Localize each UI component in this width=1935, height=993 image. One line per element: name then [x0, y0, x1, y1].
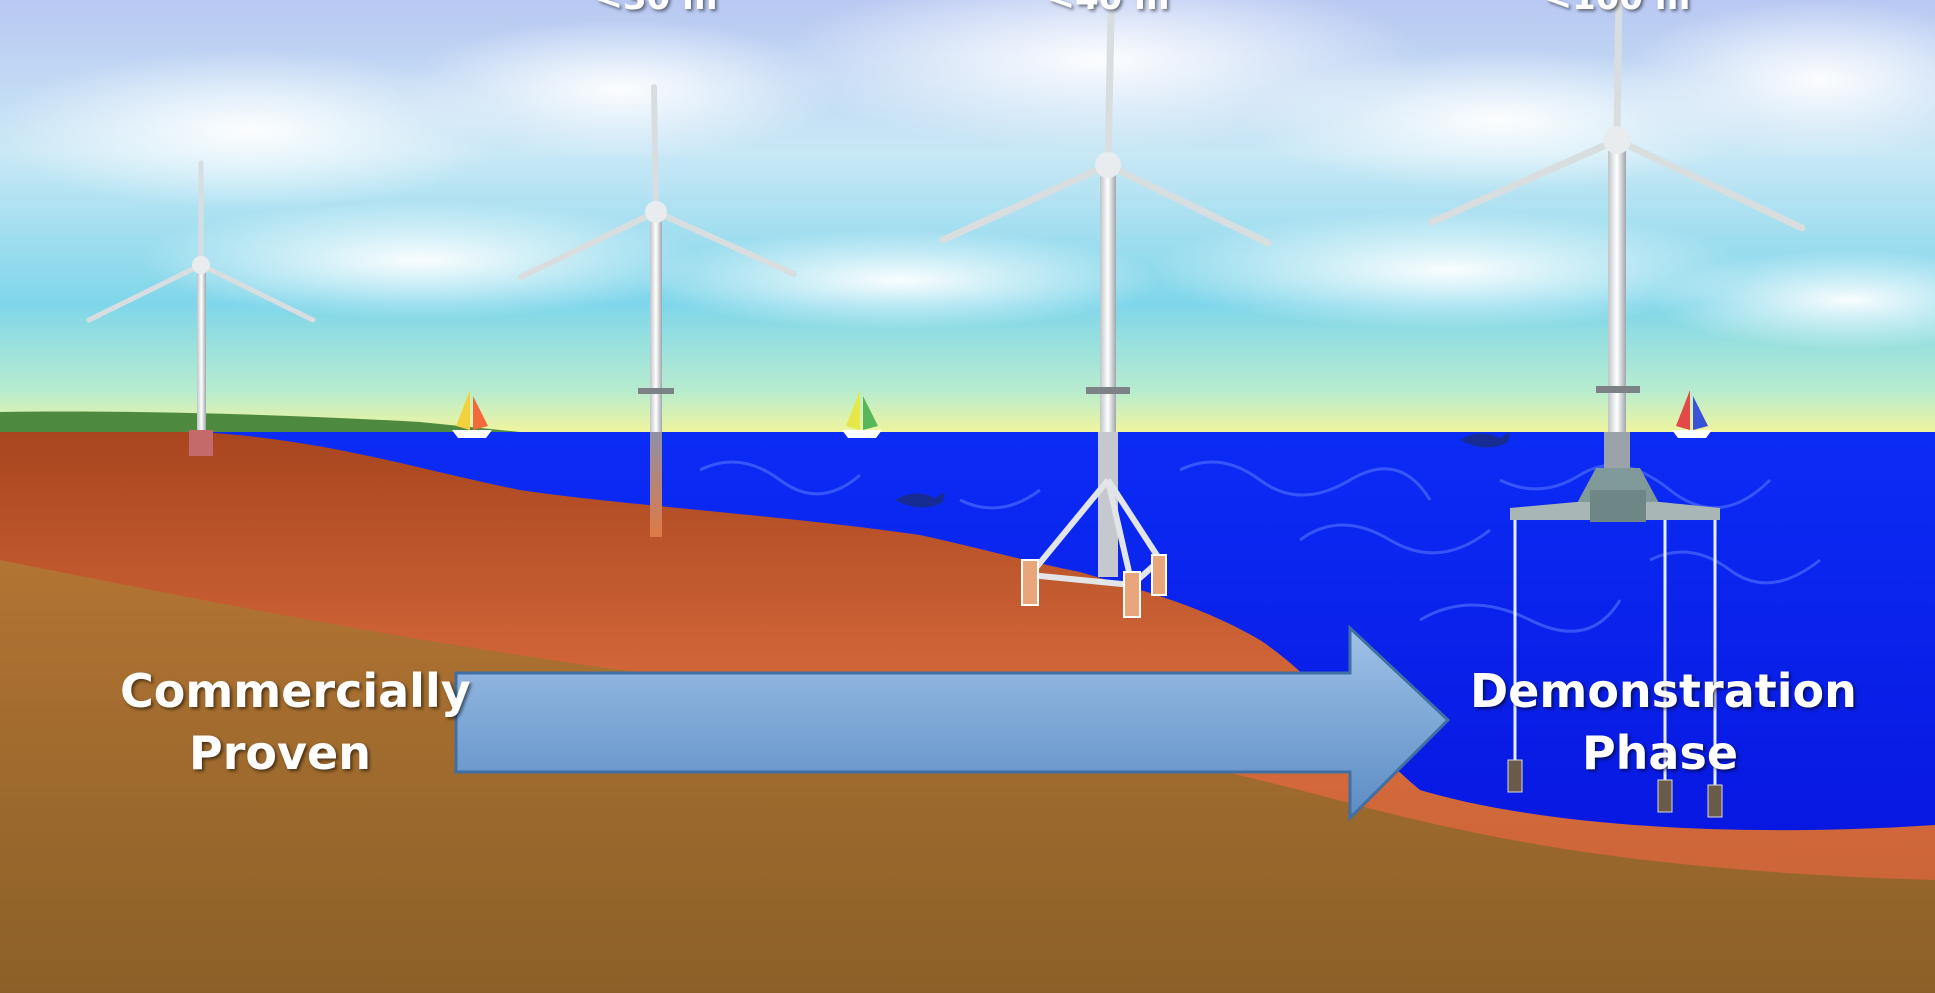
commercially-proven-label: Commercially Proven — [120, 660, 471, 784]
sailboat-icon — [842, 390, 882, 438]
wind-turbine-icon — [1428, 0, 1806, 818]
right-label-line1: Demonstration — [1470, 664, 1857, 718]
wind-turbine-icon — [939, 11, 1272, 618]
right-label-line2: Phase — [1581, 726, 1739, 780]
wind-turbine-icon — [86, 160, 316, 456]
left-label-line2: Proven — [189, 726, 371, 780]
sailboat-icon — [452, 390, 492, 438]
coastal-land — [0, 411, 520, 432]
depth-label: <100 m — [1497, 0, 1737, 18]
arrow-right-icon — [454, 624, 1451, 822]
fish-icon — [895, 492, 945, 508]
fish-icon — [1460, 432, 1510, 448]
depth-label: <40 m — [988, 0, 1228, 18]
demonstration-phase-label: Demonstration Phase — [1470, 660, 1857, 784]
sailboat-icon — [1672, 390, 1712, 438]
clouds — [0, 0, 1935, 350]
depth-label: <30 m — [536, 0, 776, 18]
wind-turbine-icon — [518, 84, 797, 537]
ground — [0, 560, 1935, 993]
left-label-line1: Commercially — [120, 664, 471, 718]
